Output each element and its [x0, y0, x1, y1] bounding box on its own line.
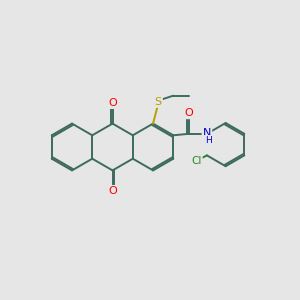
Text: N: N: [203, 128, 211, 138]
Text: S: S: [154, 97, 162, 107]
Text: O: O: [108, 186, 117, 196]
Text: Cl: Cl: [191, 156, 202, 167]
Text: H: H: [205, 136, 212, 145]
Text: O: O: [184, 108, 193, 118]
Text: O: O: [108, 98, 117, 108]
